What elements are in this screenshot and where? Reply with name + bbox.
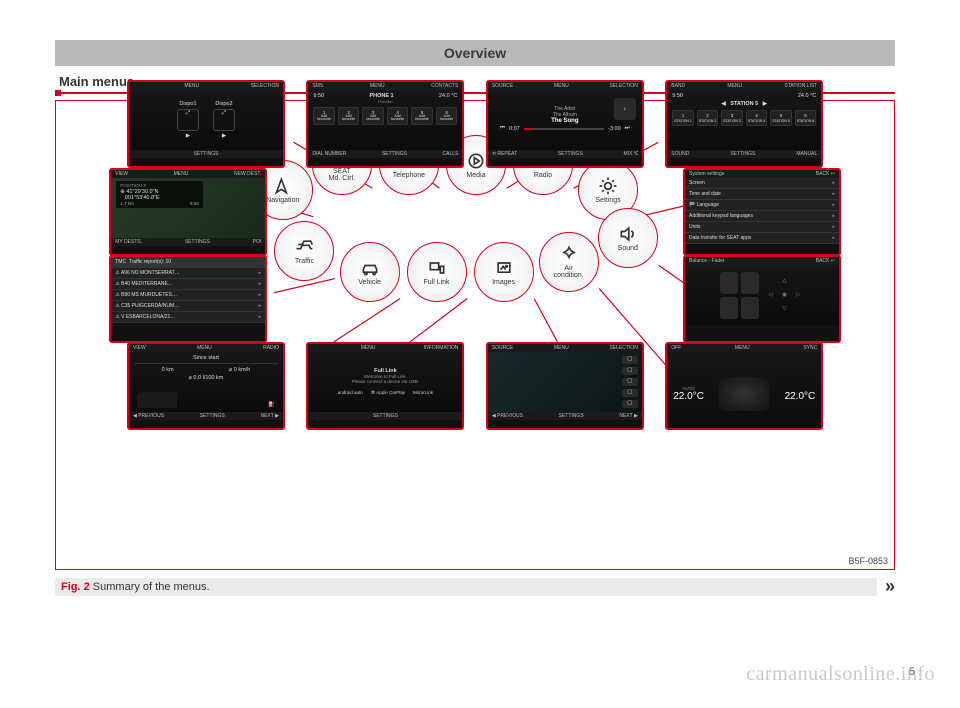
menu-circle-images[interactable]: Images bbox=[474, 242, 534, 302]
watermark: carmanualsonline.info bbox=[746, 663, 935, 686]
figure-caption-text: Summary of the menus. bbox=[93, 581, 210, 593]
screen-vehicle_screen[interactable]: VIEWMENURADIOSince start0 km⌀ 0 km/h⌀ 0.… bbox=[127, 342, 285, 430]
screen-climate_screen[interactable]: OFFMENUSYNCAUTO22.0°C 22.0°C– · +– · + bbox=[665, 342, 823, 430]
vehicle-icon bbox=[360, 258, 380, 278]
screen-bottombar: SOUNDSETTINGSMANUAL bbox=[667, 150, 821, 158]
menu-circle-label: Aircondition. bbox=[554, 265, 584, 280]
screen-topbar: VIEWMENURADIO bbox=[129, 344, 283, 352]
screen-topbar: MENUSELECTION bbox=[129, 82, 283, 90]
screen-bottombar: SETTINGS bbox=[308, 412, 462, 420]
screen-bottombar: ◀ PREVIOUSSETTINGSNEXT ▶ bbox=[129, 412, 283, 420]
menu-circle-label: Vehicle bbox=[358, 279, 381, 287]
screen-bottombar: SETTINGS bbox=[129, 150, 283, 158]
screen-bottombar: MY DESTS.SETTINGSPOI bbox=[111, 238, 265, 246]
menu-circle-label: Sound bbox=[618, 245, 638, 253]
screen-bottombar: DIAL NUMBERSETTINGSCALLS bbox=[308, 150, 462, 158]
menu-circle-sound[interactable]: Sound bbox=[598, 208, 658, 268]
screen-settings_screen[interactable]: System settingsBACK ↩Screen▸Time and dat… bbox=[683, 168, 841, 256]
figure-caption: Fig. 2 Summary of the menus. bbox=[55, 578, 877, 596]
menu-circle-label: Images bbox=[492, 279, 515, 287]
manual-page: Overview Main menus B5F-0853 NavigationS… bbox=[55, 40, 895, 658]
screen-images_screen[interactable]: SOURCEMENUSELECTION▢▢▢▢▢◀ PREVIOUSSETTIN… bbox=[486, 342, 644, 430]
menu-circle-label: SEATMd. Ctrl. bbox=[329, 168, 355, 183]
traffic-icon bbox=[294, 237, 314, 257]
settings-icon bbox=[598, 176, 618, 196]
screen-bottombar: ◀ PREVIOUSSETTINGSNEXT ▶ bbox=[488, 412, 642, 420]
figure-label: Fig. 2 bbox=[61, 581, 90, 593]
screen-radio_screen[interactable]: BANDMENUSTATION LIST9:5024.0 °C◀ STATION… bbox=[665, 80, 823, 168]
screen-topbar: SOURCEMENUSELECTION bbox=[488, 344, 642, 352]
header-title: Overview bbox=[444, 45, 506, 61]
nav-icon bbox=[273, 176, 293, 196]
sound-icon bbox=[618, 224, 638, 244]
screen-phone_screen[interactable]: SMSMENUCONTACTS9:50PHONE 124.0 °CProvide… bbox=[306, 80, 464, 168]
screen-bottombar: ⟲ REPEATSETTINGSMIX ⤭ bbox=[488, 150, 642, 158]
screen-media_screen[interactable]: SOURCEMENUSELECTION♪The ArtistThe AlbumT… bbox=[486, 80, 644, 168]
continuation-icon: » bbox=[877, 576, 895, 597]
screen-topbar: System settingsBACK ↩ bbox=[685, 170, 839, 178]
screen-nav_screen[interactable]: VIEWMENUNEW DEST.POSITION ✕⊕ 41°29'30.0"… bbox=[109, 168, 267, 256]
caption-row: Fig. 2 Summary of the menus. » bbox=[55, 576, 895, 597]
screen-topbar: VIEWMENUNEW DEST. bbox=[111, 170, 265, 178]
screen-topbar: SOURCEMENUSELECTION bbox=[488, 82, 642, 90]
menu-circle-label: Settings bbox=[595, 197, 620, 205]
screen-traffic_screen[interactable]: TMC Traffic report(s): 10⚠ A96 NO MONTSE… bbox=[109, 255, 267, 343]
screen-sound_screen[interactable]: Balance - FaderBACK ↩△◁◉▷▽ bbox=[683, 255, 841, 343]
figure-ref-code: B5F-0853 bbox=[848, 556, 888, 566]
media-icon bbox=[466, 151, 486, 171]
menu-circle-label: Media bbox=[466, 172, 485, 180]
screen-topbar: MENUINFORMATION bbox=[308, 344, 462, 352]
figure-frame: B5F-0853 Navigation SEATMd. Ctrl. Telephon… bbox=[55, 100, 895, 570]
fulllink-icon bbox=[427, 258, 447, 278]
menu-circle-label: Radio bbox=[534, 172, 552, 180]
menu-circle-label: Navigation bbox=[266, 197, 299, 205]
menu-circle-air[interactable]: Aircondition. bbox=[539, 232, 599, 292]
screen-topbar: OFFMENUSYNC bbox=[667, 344, 821, 352]
header-bar: Overview bbox=[55, 40, 895, 66]
screen-topbar: BANDMENUSTATION LIST bbox=[667, 82, 821, 90]
menu-circle-label: Traffic bbox=[295, 258, 314, 266]
menu-circle-fulllink[interactable]: Full Link bbox=[407, 242, 467, 302]
screen-topbar: SMSMENUCONTACTS bbox=[308, 82, 462, 90]
menu-circle-traffic[interactable]: Traffic bbox=[274, 221, 334, 281]
menu-circle-label: Telephone bbox=[393, 172, 425, 180]
images-icon bbox=[494, 258, 514, 278]
screen-fulllink_screen[interactable]: MENUINFORMATIONFull LinkWelcome to Full … bbox=[306, 342, 464, 430]
screen-seat_screen[interactable]: MENUSELECTIONDispo1⤢▶Dispo2⤢▶SETTINGS bbox=[127, 80, 285, 168]
menu-circle-vehicle[interactable]: Vehicle bbox=[340, 242, 400, 302]
menu-circle-label: Full Link bbox=[423, 279, 449, 287]
screen-topbar: Balance - FaderBACK ↩ bbox=[685, 257, 839, 265]
air-icon bbox=[559, 244, 579, 264]
